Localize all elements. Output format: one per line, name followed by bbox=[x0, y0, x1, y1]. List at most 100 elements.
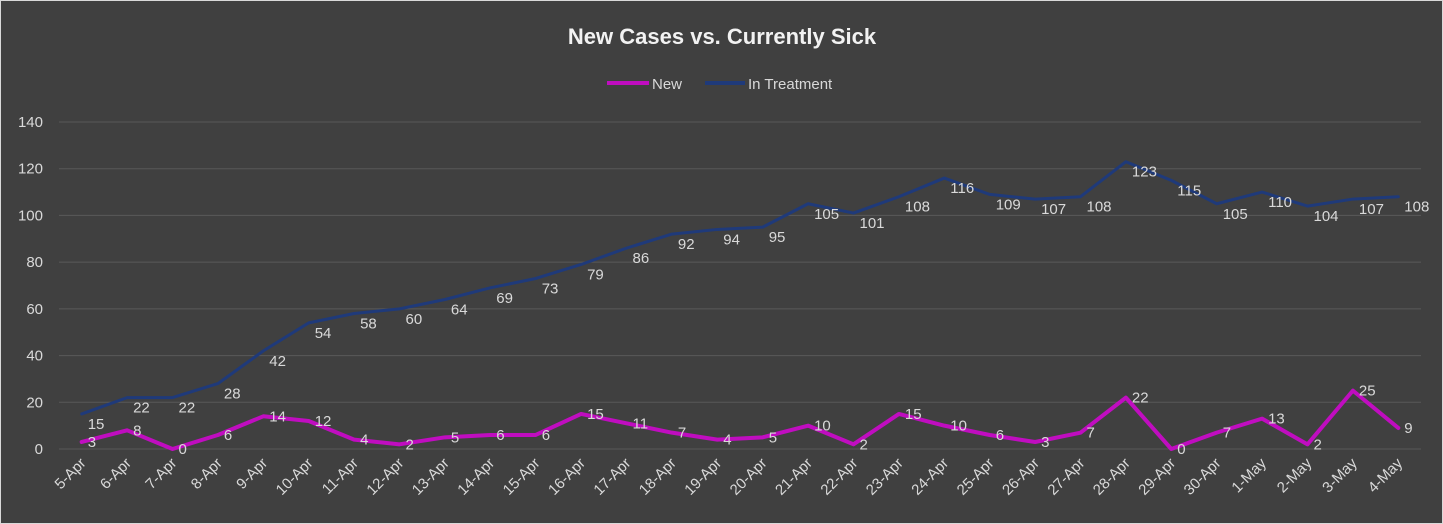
data-point-in-treatment bbox=[579, 262, 583, 266]
data-point-in-treatment bbox=[125, 396, 129, 400]
x-tick-label: 15-Apr bbox=[500, 455, 544, 499]
legend-label-new: New bbox=[652, 76, 682, 93]
data-label-new: 7 bbox=[1223, 425, 1231, 442]
data-label-in-treatment: 108 bbox=[1404, 199, 1429, 216]
x-tick-label: 3-May bbox=[1319, 454, 1361, 496]
data-point-in-treatment bbox=[1215, 202, 1219, 206]
data-point-new bbox=[761, 435, 765, 439]
data-point-in-treatment bbox=[897, 195, 901, 199]
data-point-new bbox=[1033, 440, 1037, 444]
data-point-new bbox=[1396, 426, 1400, 430]
data-point-new bbox=[125, 428, 129, 432]
x-tick-label: 1-May bbox=[1228, 454, 1270, 496]
data-label-new: 25 bbox=[1359, 383, 1376, 400]
y-tick-label: 0 bbox=[35, 441, 43, 458]
data-point-new bbox=[579, 412, 583, 416]
data-label-in-treatment: 28 bbox=[224, 386, 241, 403]
legend: New In Treatment bbox=[607, 76, 833, 93]
x-tick-label: 24-Apr bbox=[908, 455, 952, 499]
series-lines bbox=[79, 160, 1401, 451]
data-label-in-treatment: 108 bbox=[905, 199, 930, 216]
data-point-in-treatment bbox=[761, 225, 765, 229]
data-label-in-treatment: 22 bbox=[179, 400, 196, 417]
data-label-new: 14 bbox=[269, 408, 286, 425]
data-label-in-treatment: 101 bbox=[860, 215, 885, 232]
data-point-in-treatment bbox=[1169, 178, 1173, 182]
data-point-new bbox=[80, 440, 84, 444]
data-label-in-treatment: 86 bbox=[633, 250, 650, 267]
x-tick-label: 4-May bbox=[1365, 454, 1407, 496]
data-point-in-treatment bbox=[942, 176, 946, 180]
data-label-new: 3 bbox=[88, 434, 96, 451]
data-label-in-treatment: 69 bbox=[496, 290, 513, 307]
data-label-in-treatment: 104 bbox=[1314, 208, 1339, 225]
data-label-new: 22 bbox=[1132, 390, 1149, 407]
data-point-in-treatment bbox=[534, 276, 538, 280]
chart-title: New Cases vs. Currently Sick bbox=[568, 24, 877, 49]
data-point-in-treatment bbox=[625, 246, 629, 250]
data-label-in-treatment: 64 bbox=[451, 302, 468, 319]
x-tick-label: 19-Apr bbox=[681, 455, 725, 499]
legend-label-in-treatment: In Treatment bbox=[748, 76, 833, 93]
data-point-in-treatment bbox=[398, 307, 402, 311]
data-point-new bbox=[1124, 396, 1128, 400]
x-tick-label: 21-Apr bbox=[772, 455, 816, 499]
data-point-in-treatment bbox=[1396, 195, 1400, 199]
data-label-in-treatment: 109 bbox=[996, 196, 1021, 213]
data-point-new bbox=[806, 424, 810, 428]
data-label-in-treatment: 54 bbox=[315, 325, 332, 342]
x-tick-label: 10-Apr bbox=[273, 455, 317, 499]
data-label-new: 4 bbox=[723, 432, 731, 449]
data-label-in-treatment: 123 bbox=[1132, 164, 1157, 181]
data-label-new: 0 bbox=[179, 441, 187, 458]
data-point-new bbox=[670, 431, 674, 435]
data-label-new: 6 bbox=[542, 427, 550, 444]
data-point-new bbox=[443, 435, 447, 439]
data-point-in-treatment bbox=[216, 382, 220, 386]
data-point-in-treatment bbox=[806, 202, 810, 206]
data-label-new: 15 bbox=[587, 406, 604, 423]
x-tick-label: 17-Apr bbox=[590, 455, 634, 499]
y-tick-label: 80 bbox=[26, 254, 43, 271]
data-point-new bbox=[488, 433, 492, 437]
series-line-new bbox=[79, 388, 1401, 451]
data-label-in-treatment: 105 bbox=[1223, 206, 1248, 223]
data-label-new: 7 bbox=[1087, 425, 1095, 442]
x-tick-label: 26-Apr bbox=[999, 455, 1043, 499]
data-label-in-treatment: 95 bbox=[769, 229, 786, 246]
data-point-in-treatment bbox=[1351, 197, 1355, 201]
x-tick-label: 28-Apr bbox=[1090, 455, 1134, 499]
x-tick-label: 13-Apr bbox=[409, 455, 453, 499]
data-point-new bbox=[715, 438, 719, 442]
data-label-new: 5 bbox=[451, 429, 459, 446]
data-point-in-treatment bbox=[988, 192, 992, 196]
data-label-new: 6 bbox=[996, 427, 1004, 444]
data-point-new bbox=[216, 433, 220, 437]
x-tick-label: 6-Apr bbox=[97, 455, 135, 493]
data-point-new bbox=[1079, 431, 1083, 435]
x-tick-label: 5-Apr bbox=[52, 455, 90, 493]
data-label-new: 2 bbox=[1314, 436, 1322, 453]
data-label-in-treatment: 58 bbox=[360, 316, 377, 333]
data-label-new: 3 bbox=[1041, 434, 1049, 451]
y-tick-label: 60 bbox=[26, 301, 43, 318]
data-point-in-treatment bbox=[852, 211, 856, 215]
data-point-new bbox=[1351, 389, 1355, 393]
data-point-new bbox=[398, 442, 402, 446]
data-label-in-treatment: 108 bbox=[1087, 199, 1112, 216]
data-point-in-treatment bbox=[1124, 160, 1128, 164]
x-tick-label: 29-Apr bbox=[1135, 455, 1179, 499]
x-tick-label: 22-Apr bbox=[817, 455, 861, 499]
data-label-in-treatment: 105 bbox=[814, 206, 839, 223]
y-tick-label: 40 bbox=[26, 348, 43, 365]
data-point-new bbox=[988, 433, 992, 437]
gridlines bbox=[59, 121, 1421, 450]
data-point-in-treatment bbox=[488, 286, 492, 290]
data-point-new bbox=[1260, 417, 1264, 421]
data-point-in-treatment bbox=[80, 412, 84, 416]
data-label-new: 8 bbox=[133, 422, 141, 439]
data-label-new: 10 bbox=[814, 418, 831, 435]
data-label-new: 12 bbox=[315, 413, 332, 430]
